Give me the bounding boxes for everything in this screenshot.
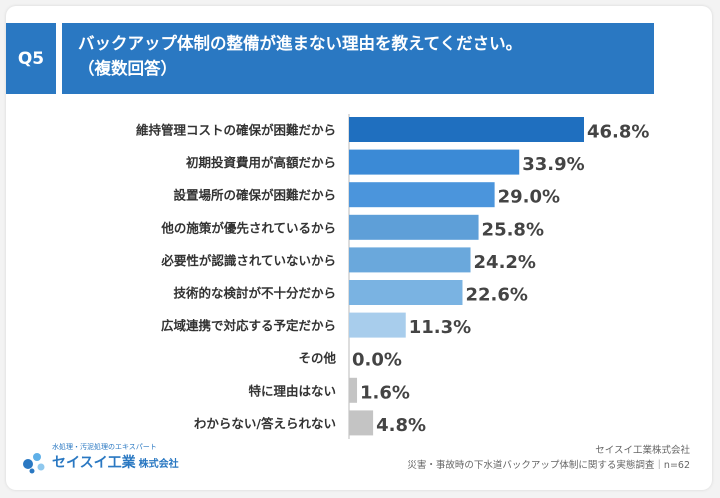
bar xyxy=(349,312,406,338)
company-logo: 水処理・汚泥処理のエキスパート セイスイ工業 株式会社 xyxy=(20,442,190,478)
bar xyxy=(349,214,479,240)
value-label: 46.8% xyxy=(587,122,649,143)
bar xyxy=(349,280,463,305)
value-label: 0.0% xyxy=(352,350,402,371)
category-label: 広域連携で対応する予定だから xyxy=(161,318,336,333)
value-label: 29.0% xyxy=(498,187,560,208)
question-title-box: バックアップ体制の整備が進まない理由を教えてください。 （複数回答） xyxy=(62,23,654,94)
bar xyxy=(349,182,495,208)
value-label: 1.6% xyxy=(360,382,410,403)
value-label: 33.9% xyxy=(522,154,584,175)
source-credits: セイスイ工業株式会社 災害・事故時の下水道バックアップ体制に関する実態調査｜n=… xyxy=(407,443,690,473)
logo-suffix: 株式会社 xyxy=(138,459,179,470)
value-label: 11.3% xyxy=(409,317,471,338)
bar xyxy=(349,247,471,273)
value-label: 24.2% xyxy=(474,252,536,273)
category-label: 維持管理コストの確保が困難だから xyxy=(136,123,336,138)
value-label: 22.6% xyxy=(465,285,527,306)
question-badge: Q5 xyxy=(6,23,56,94)
question-number: Q5 xyxy=(17,48,45,69)
category-label: 初期投資費用が高額だから xyxy=(186,155,336,170)
question-title: バックアップ体制の整備が進まない理由を教えてください。 xyxy=(78,34,523,53)
logo-text: セイスイ工業 株式会社 xyxy=(52,452,179,472)
bar xyxy=(349,117,584,142)
credit-survey: 災害・事故時の下水道バックアップ体制に関する実態調査｜n=62 xyxy=(407,460,690,471)
bar xyxy=(349,149,520,175)
category-label: その他 xyxy=(298,351,336,366)
category-label: 他の施策が優先されているから xyxy=(160,220,336,235)
value-label: 4.8% xyxy=(376,415,426,436)
droplet-logo-icon xyxy=(23,453,45,474)
question-subtitle: （複数回答） xyxy=(78,59,177,78)
bar xyxy=(349,410,374,436)
category-label: 設置場所の確保が困難だから xyxy=(173,188,336,203)
category-label: 必要性が認識されていないから xyxy=(160,253,336,268)
bar xyxy=(349,377,358,403)
logo-name: セイスイ工業 xyxy=(52,455,136,471)
logo-tagline: 水処理・汚泥処理のエキスパート xyxy=(52,443,157,451)
category-label: 技術的な検討が不十分だから xyxy=(173,286,336,301)
category-label: わからない/答えられない xyxy=(194,416,336,431)
credit-company: セイスイ工業株式会社 xyxy=(595,445,690,456)
value-label: 25.8% xyxy=(482,219,544,240)
category-label: 特に理由はない xyxy=(248,383,336,398)
